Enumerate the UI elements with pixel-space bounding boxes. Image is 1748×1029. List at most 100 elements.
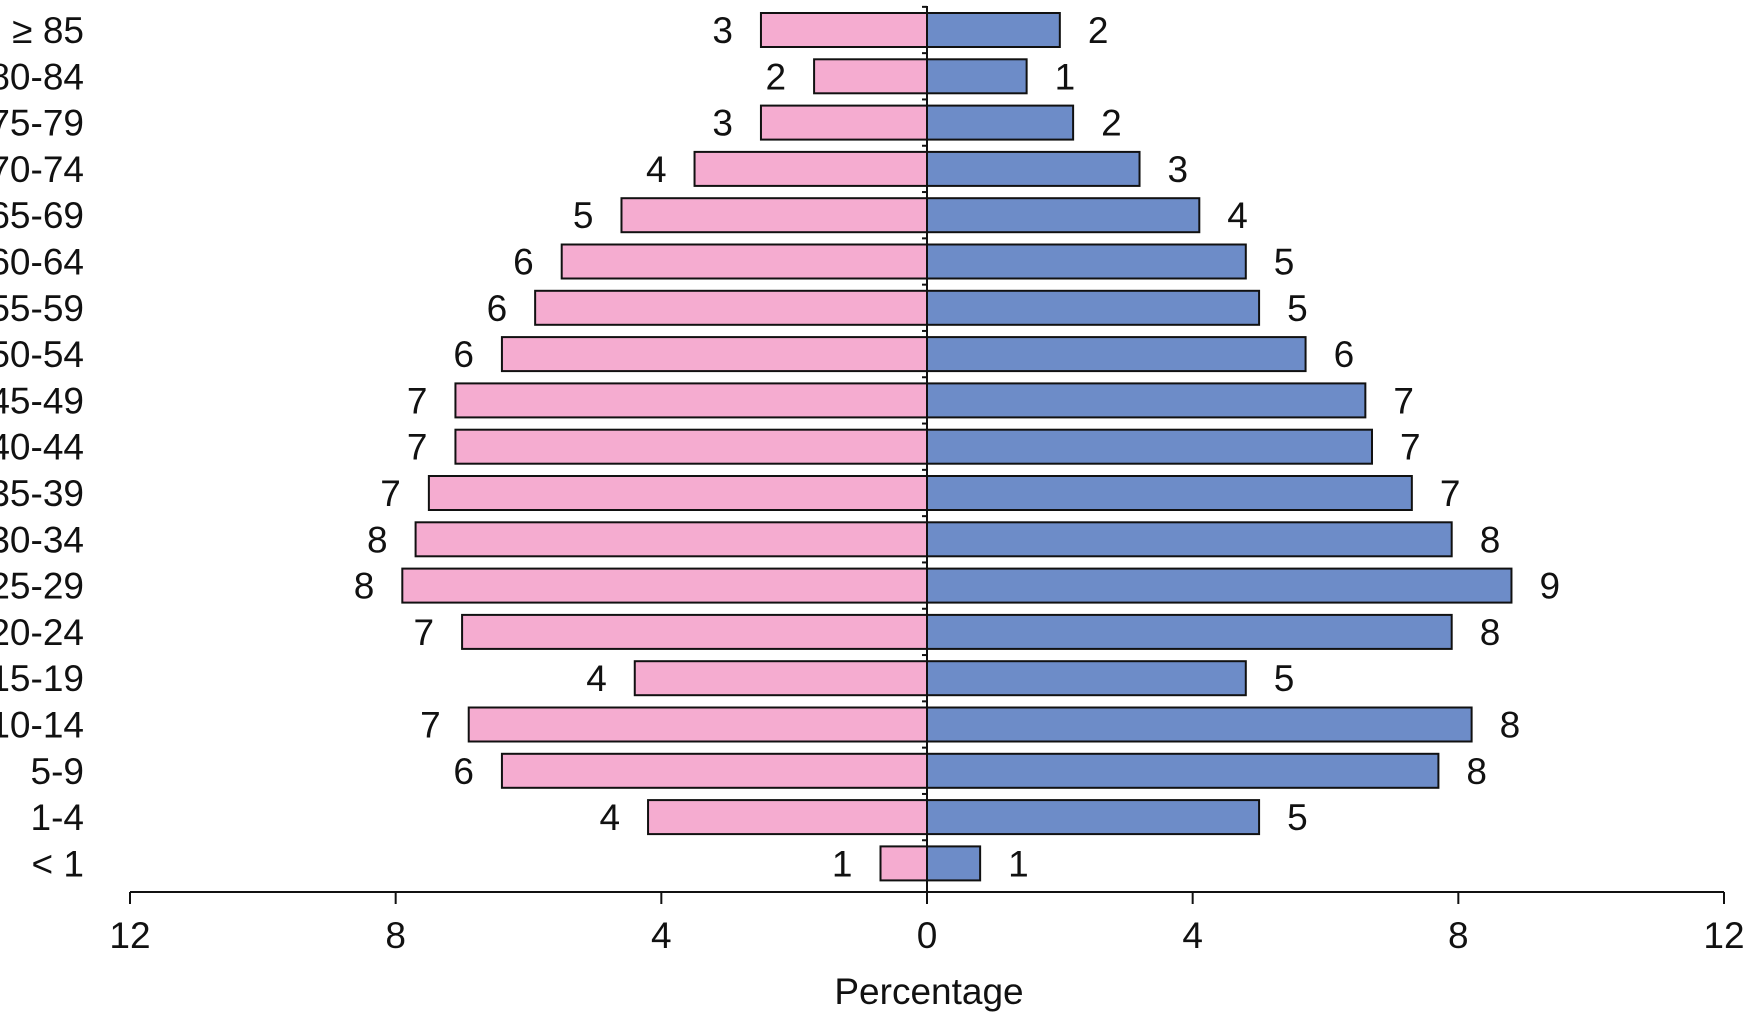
category-label: 75-79 (0, 103, 84, 144)
value-label-left: 7 (414, 612, 435, 653)
bar-left (813, 58, 929, 95)
x-tick-label: 0 (917, 915, 938, 956)
bar-right (926, 12, 1061, 48)
category-label: ≥ 85 (12, 10, 84, 51)
bar-left (454, 382, 928, 419)
bar-left (633, 660, 928, 697)
bar-left (879, 845, 929, 882)
bar-right (926, 799, 1261, 836)
bar-left (427, 475, 928, 511)
bar-left (500, 336, 928, 373)
value-label-right: 2 (1088, 10, 1109, 51)
value-label-right: 4 (1227, 195, 1248, 236)
bar-right (926, 382, 1367, 419)
bar-right (926, 660, 1247, 697)
value-label-left: 7 (407, 380, 428, 421)
bar-right (926, 752, 1440, 789)
x-tick-label: 4 (1182, 915, 1203, 956)
bar-right (926, 58, 1028, 95)
bar-left (534, 289, 928, 326)
x-tick-label: 12 (109, 915, 150, 956)
value-label-left: 4 (646, 149, 667, 190)
value-label-left: 8 (367, 519, 388, 560)
bar-right (926, 521, 1453, 558)
value-label-left: 1 (832, 843, 853, 884)
bar-right (926, 289, 1261, 326)
bar-left (620, 197, 928, 234)
value-label-right: 2 (1101, 103, 1122, 144)
value-label-left: 3 (712, 10, 733, 51)
category-label: 1-4 (31, 797, 84, 838)
value-label-left: 2 (766, 56, 787, 97)
category-label: 10-14 (0, 705, 84, 746)
bar-left (454, 428, 928, 465)
value-label-right: 8 (1480, 612, 1501, 653)
value-label-right: 5 (1287, 797, 1308, 838)
category-label: 65-69 (0, 195, 84, 236)
value-label-left: 6 (487, 288, 508, 329)
value-label-left: 4 (599, 797, 620, 838)
value-label-left: 7 (407, 427, 428, 468)
bar-right (926, 150, 1141, 187)
value-label-left: 5 (573, 195, 594, 236)
bar-right (926, 706, 1473, 743)
bar-left (401, 567, 928, 604)
bar-left (759, 12, 928, 48)
value-label-left: 7 (420, 705, 441, 746)
bar-left (759, 104, 928, 141)
value-label-right: 8 (1466, 751, 1487, 792)
value-label-left: 8 (354, 566, 375, 607)
category-label: 5-9 (31, 751, 84, 792)
bar-left (647, 799, 928, 836)
bar-right (926, 567, 1513, 604)
category-label: 45-49 (0, 380, 84, 421)
value-label-left: 3 (712, 103, 733, 144)
category-label: 30-34 (0, 519, 84, 560)
category-label: 70-74 (0, 149, 84, 190)
category-label: < 1 (32, 843, 84, 884)
bar-right (926, 336, 1307, 373)
value-label-right: 1 (1008, 843, 1029, 884)
x-tick-label: 8 (1448, 915, 1469, 956)
bar-left (500, 752, 928, 789)
value-label-right: 1 (1055, 56, 1076, 97)
bar-right (926, 104, 1075, 141)
x-axis-title: Percentage (834, 971, 1023, 1012)
value-label-left: 6 (513, 242, 534, 283)
category-label: 80-84 (0, 56, 84, 97)
value-label-left: 6 (453, 751, 474, 792)
category-label: 35-39 (0, 473, 84, 514)
category-label: 25-29 (0, 566, 84, 607)
category-label: 50-54 (0, 334, 84, 375)
x-tick-label: 8 (385, 915, 406, 956)
x-axis: 12 8 4 0 4 8 12 (109, 891, 1745, 956)
bars-layer (401, 12, 1513, 882)
bar-right (926, 243, 1247, 280)
value-label-right: 5 (1274, 242, 1295, 283)
bar-left (467, 706, 928, 743)
value-label-right: 7 (1440, 473, 1461, 514)
value-label-right: 6 (1334, 334, 1355, 375)
value-label-right: 5 (1274, 658, 1295, 699)
bar-left (461, 613, 928, 650)
center-axis-layer (922, 5, 928, 892)
bar-left (560, 243, 928, 280)
bar-right (926, 845, 982, 882)
value-label-right: 3 (1168, 149, 1189, 190)
value-label-left: 6 (453, 334, 474, 375)
value-label-right: 8 (1500, 705, 1521, 746)
value-label-left: 7 (380, 473, 401, 514)
labels-layer: 32≥ 852180-843275-794370-745465-696560-6… (0, 10, 1560, 884)
category-label: 15-19 (0, 658, 84, 699)
bar-left (693, 150, 929, 187)
bar-left (414, 521, 928, 558)
category-label: 60-64 (0, 242, 84, 283)
value-label-right: 5 (1287, 288, 1308, 329)
category-label: 40-44 (0, 427, 84, 468)
value-label-left: 4 (586, 658, 607, 699)
category-label: 20-24 (0, 612, 84, 653)
bar-right (926, 197, 1201, 234)
x-tick-label: 12 (1703, 915, 1744, 956)
